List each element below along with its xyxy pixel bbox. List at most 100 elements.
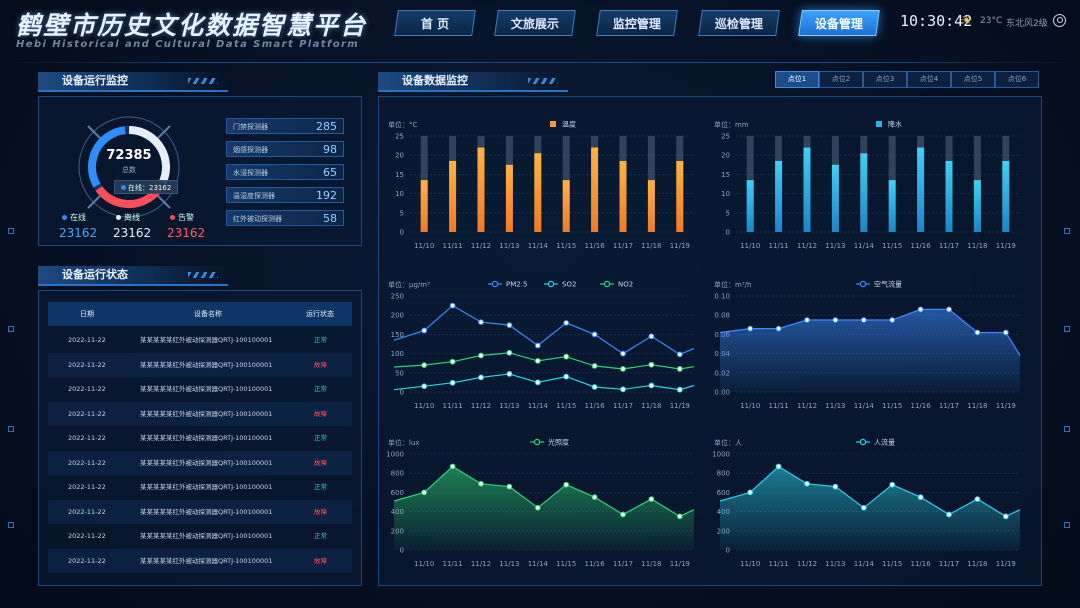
y-tick-label: 5 <box>726 209 730 217</box>
x-tick-label: 11/16 <box>585 560 606 568</box>
tab-point-2[interactable]: 点位2 <box>819 71 863 88</box>
data-point <box>620 366 626 372</box>
device-row-water[interactable]: 水浸探测器 65 <box>226 164 344 180</box>
series-line <box>393 352 695 370</box>
y-tick-label: 250 <box>391 293 404 301</box>
user-icon[interactable] <box>1053 14 1066 27</box>
y-tick-label: 200 <box>391 312 404 320</box>
y-tick-label: 10 <box>395 190 404 198</box>
x-tick-label: 11/12 <box>797 242 817 250</box>
y-tick-label: 800 <box>717 470 730 478</box>
y-tick-label: 25 <box>395 133 404 141</box>
ring-total: 72385 <box>106 148 152 163</box>
x-tick-label: 11/14 <box>528 402 549 410</box>
nav-inspection[interactable]: 巡检管理 <box>698 10 780 36</box>
table-row[interactable]: 2022-11-22 某某某某某红外被动探测器QRTJ-100100001 正常 <box>48 377 352 401</box>
legend-dot <box>62 215 67 220</box>
row-status: 正常 <box>314 434 327 442</box>
table-row[interactable]: 2022-11-22 某某某某某红外被动探测器QRTJ-100100001 故障 <box>48 499 352 524</box>
x-tick-label: 11/11 <box>443 242 463 250</box>
data-point <box>832 317 839 323</box>
monitor-panel-title: 设备运行监控 <box>38 72 228 92</box>
y-tick-label: 600 <box>391 489 404 497</box>
alarm-count: 23162 <box>167 226 206 240</box>
x-tick-label: 11/15 <box>556 402 576 410</box>
legend-label: SO2 <box>562 281 576 289</box>
y-tick-label: 600 <box>717 489 730 497</box>
x-tick-label: 11/12 <box>471 242 491 250</box>
nav-home[interactable]: 首 页 <box>394 10 476 36</box>
y-tick-label: 50 <box>395 369 404 377</box>
x-tick-label: 11/10 <box>740 402 760 410</box>
data-point <box>421 383 428 390</box>
data-point <box>421 489 428 496</box>
tab-point-1[interactable]: 点位1 <box>775 71 819 88</box>
x-tick-label: 11/14 <box>854 242 875 250</box>
device-row-humidity[interactable]: 温湿度探测器 192 <box>226 187 344 203</box>
tab-point-5[interactable]: 点位5 <box>951 71 995 88</box>
table-row[interactable]: 2022-11-22 某某某某某红外被动探测器QRTJ-100100001 正常 <box>48 524 352 548</box>
y-tick-label: 20 <box>395 152 404 160</box>
nav-monitoring[interactable]: 监控管理 <box>596 10 678 36</box>
temperature: 23°C <box>980 16 1003 26</box>
device-row-access[interactable]: 门禁探测器 285 <box>226 118 344 134</box>
row-date: 2022-11-22 <box>68 409 106 418</box>
device-row-infrared[interactable]: 红外被动探测器 58 <box>226 210 344 226</box>
row-status: 正常 <box>314 483 327 491</box>
frame-corner <box>8 326 14 332</box>
sun-icon: ☀ <box>960 13 973 29</box>
tab-point-3[interactable]: 点位3 <box>863 71 907 88</box>
data-point <box>449 302 456 309</box>
series-area <box>720 466 1020 550</box>
bar <box>973 180 981 232</box>
x-tick-label: 11/13 <box>499 242 519 250</box>
tooltip-dot <box>121 185 126 190</box>
tab-point-6[interactable]: 点位6 <box>995 71 1039 88</box>
y-tick-label: 0 <box>400 229 404 237</box>
data-point <box>506 349 513 356</box>
legend-swatch <box>550 121 556 127</box>
tab-point-4[interactable]: 点位4 <box>907 71 951 88</box>
row-date: 2022-11-22 <box>68 507 106 516</box>
frame-corner <box>8 426 14 432</box>
row-status: 故障 <box>314 507 327 516</box>
device-count: 285 <box>316 120 337 133</box>
data-point <box>676 386 683 393</box>
legend-swatch <box>876 121 882 127</box>
page-subtitle: Hebi Historical and Cultural Data Smart … <box>16 39 360 50</box>
nav-culture-tourism[interactable]: 文旅展示 <box>494 10 576 36</box>
nav-device-management[interactable]: 设备管理 <box>798 10 880 36</box>
x-tick-label: 11/13 <box>825 242 845 250</box>
device-row-smoke[interactable]: 烟感探测器 98 <box>226 141 344 157</box>
row-device-name: 某某某某某红外被动探测器QRTJ-100100001 <box>140 360 273 369</box>
legend-marker <box>491 280 499 288</box>
x-tick-label: 11/16 <box>585 242 606 250</box>
row-device-name: 某某某某某红外被动探测器QRTJ-100100001 <box>140 458 273 467</box>
unit-label: 单位：人 <box>714 438 742 447</box>
table-row[interactable]: 2022-11-22 某某某某某红外被动探测器QRTJ-100100001 正常 <box>48 475 352 499</box>
x-tick-label: 11/14 <box>854 402 875 410</box>
temperature-bar-chart: 单位：°C 0 5 10 15 20 25 温度 11/10 11/11 11/12 11/13 11/… <box>388 120 694 250</box>
legend-marker <box>859 438 867 446</box>
row-status: 故障 <box>314 556 327 565</box>
illuminance-area-chart: 单位：lux02004006008001000光照度11/1011/1111/1… <box>386 438 695 568</box>
data-point <box>421 327 428 334</box>
nav-inspection-label: 巡检管理 <box>714 16 763 31</box>
nav-culture-tourism-label: 文旅展示 <box>510 16 559 31</box>
y-tick-label: 0 <box>400 547 404 555</box>
data-point <box>478 352 484 359</box>
row-date: 2022-11-22 <box>68 458 106 467</box>
table-row[interactable]: 2022-11-22 某某某某某红外被动探测器QRTJ-100100001 故障 <box>48 450 352 475</box>
table-row[interactable]: 2022-11-22 某某某某某红外被动探测器QRTJ-100100001 故障 <box>48 401 352 426</box>
bar <box>831 164 839 232</box>
table-row[interactable]: 2022-11-22 某某某某某红外被动探测器QRTJ-100100001 故障 <box>48 548 352 573</box>
table-row[interactable]: 2022-11-22 某某某某某红外被动探测器QRTJ-100100001 正常 <box>48 328 352 352</box>
bar <box>860 153 868 232</box>
device-name: 红外被动探测器 <box>233 215 282 223</box>
table-row[interactable]: 2022-11-22 某某某某某红外被动探测器QRTJ-100100001 正常 <box>48 426 352 450</box>
bar <box>562 180 570 232</box>
y-tick-label: 10 <box>721 190 730 198</box>
data-point <box>534 379 541 386</box>
table-row[interactable]: 2022-11-22 某某某某某红外被动探测器QRTJ-100100001 故障 <box>48 352 352 377</box>
y-tick-label: 5 <box>400 209 404 217</box>
